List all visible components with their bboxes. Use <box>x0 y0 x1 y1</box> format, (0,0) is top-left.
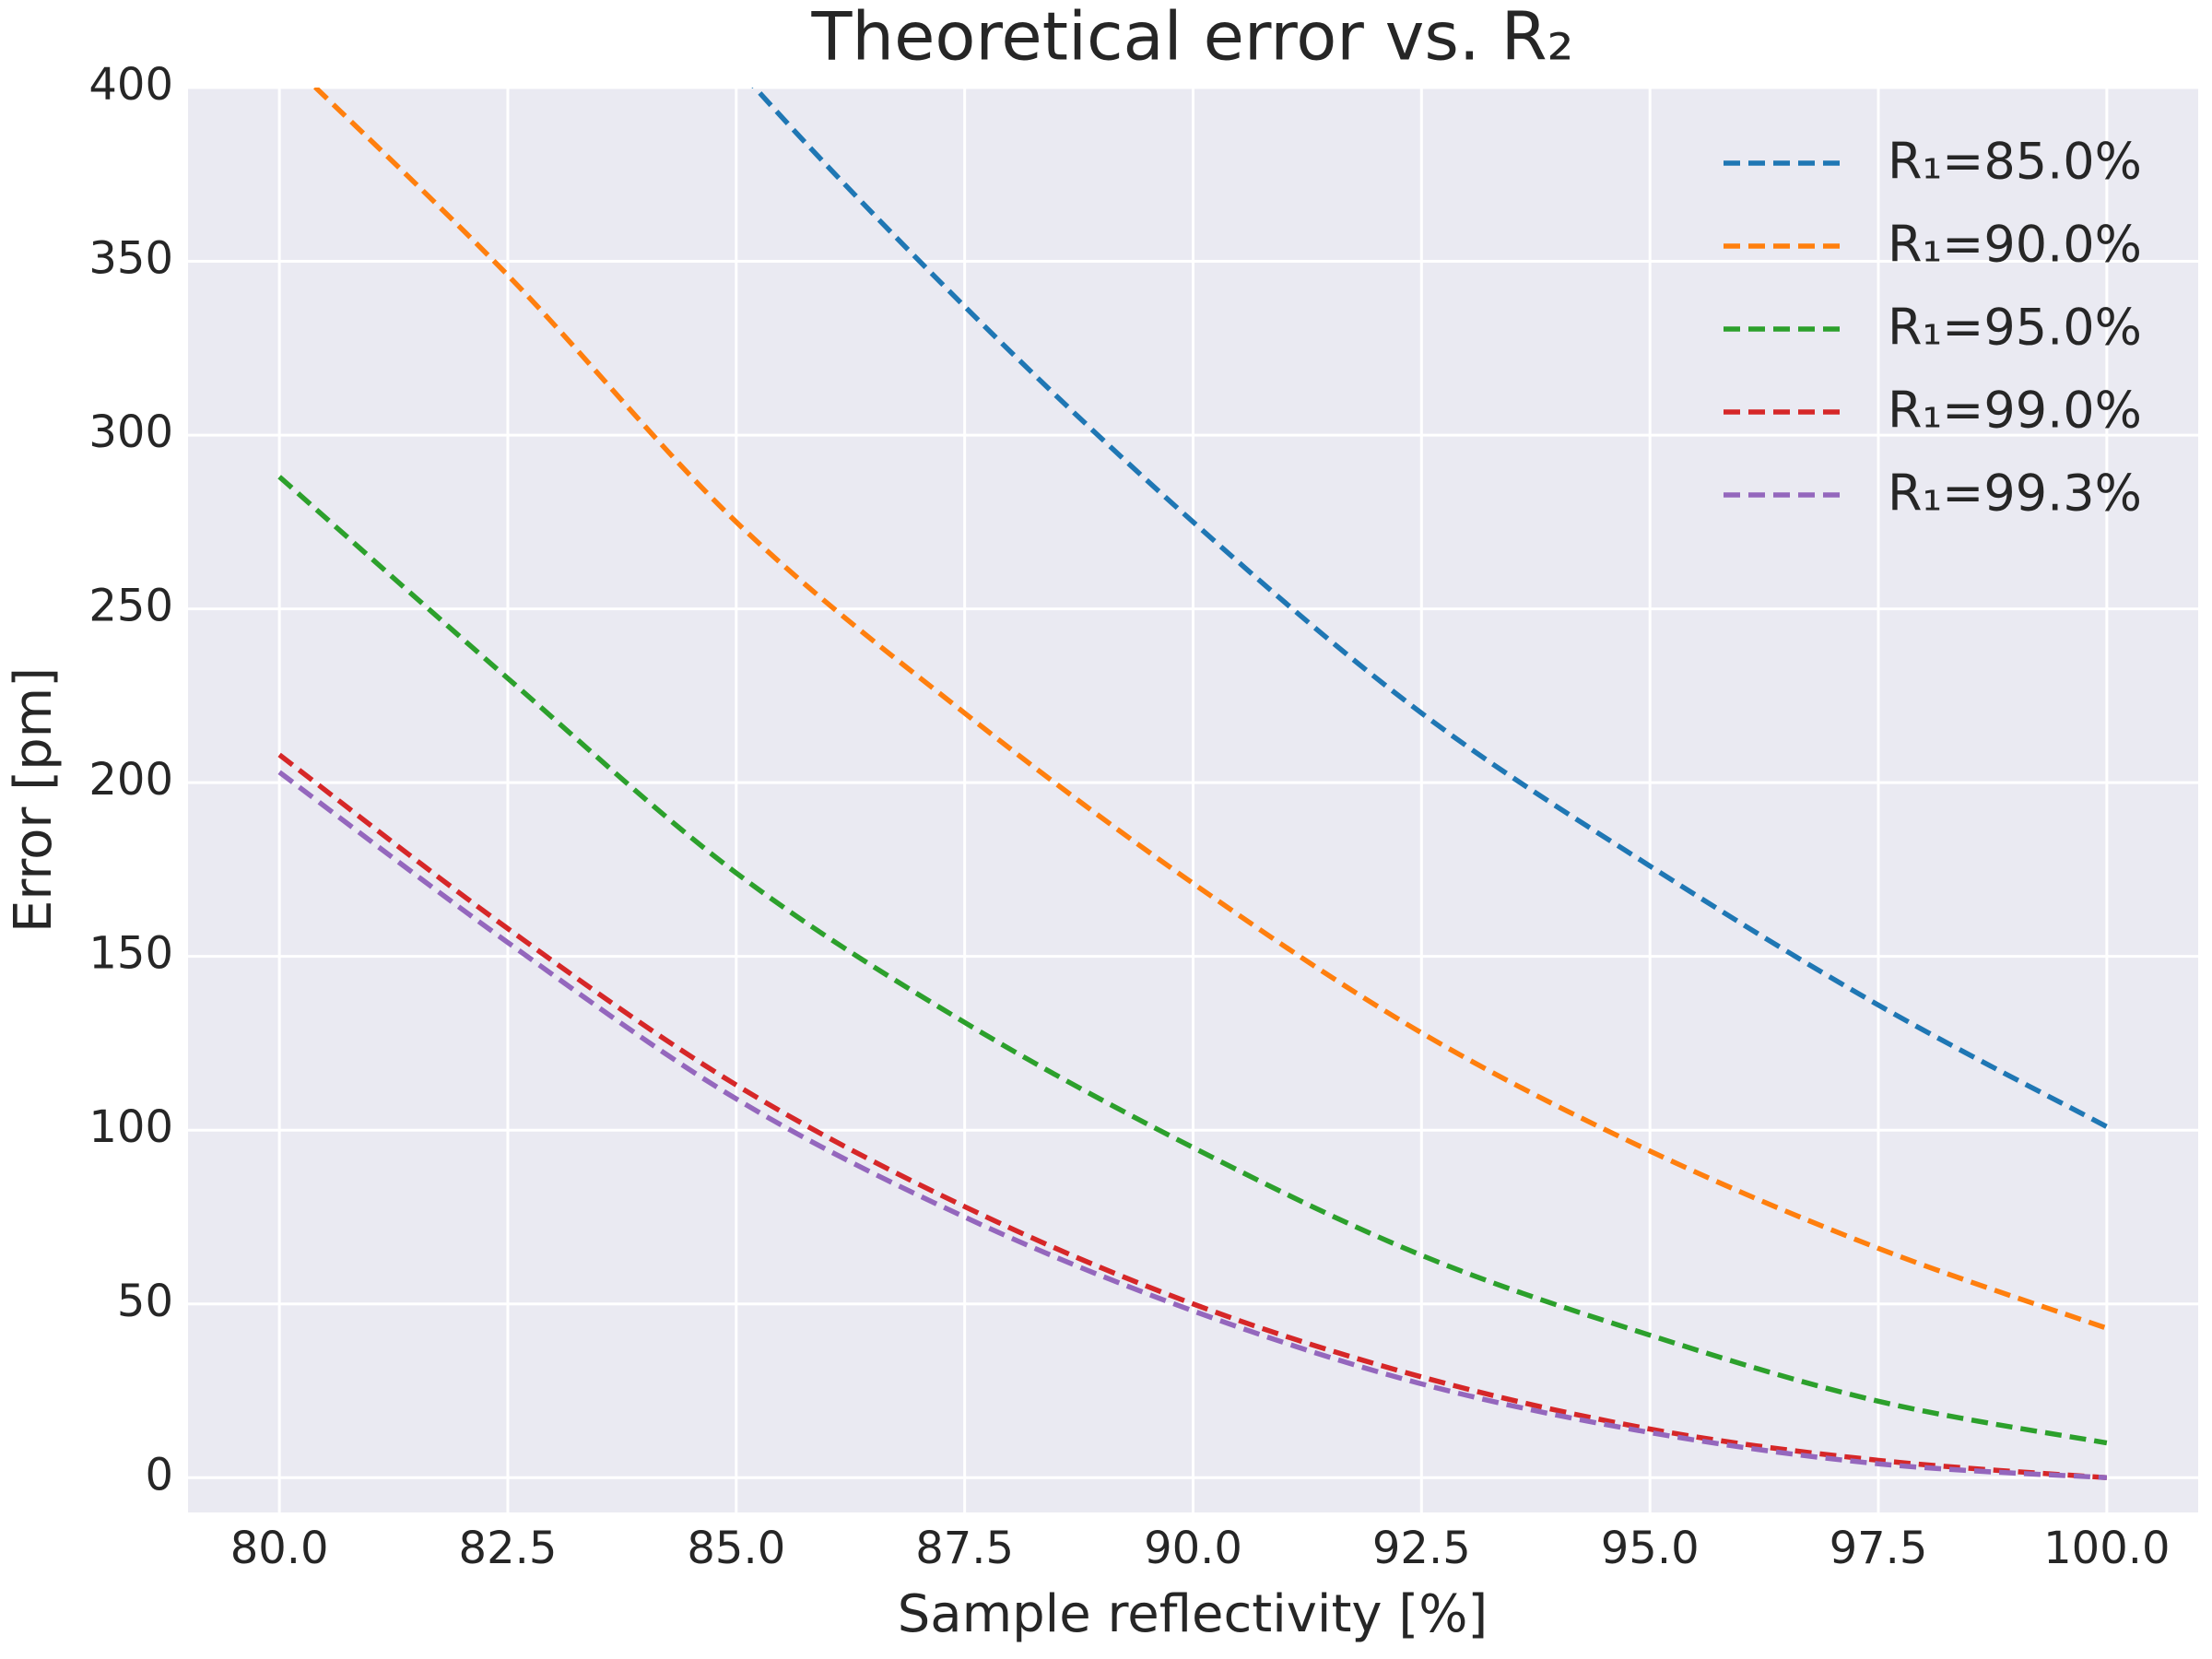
lines <box>277 88 2109 1481</box>
x-tick-label: 92.5 <box>1372 1523 1471 1574</box>
x-axis-label: Sample reflectivity [%] <box>898 1584 1488 1644</box>
series-line <box>312 88 2108 1331</box>
series-line <box>751 88 2109 1129</box>
legend-label: R₁=90.0% <box>1888 216 2142 274</box>
x-tick-label: 85.0 <box>687 1523 785 1574</box>
y-axis-label: Error [pm] <box>4 667 64 933</box>
x-tick-label: 100.0 <box>2043 1523 2170 1574</box>
legend-label: R₁=99.0% <box>1888 382 2142 440</box>
y-tick-label: 250 <box>88 581 173 632</box>
x-tick-label: 87.5 <box>915 1523 1014 1574</box>
y-tick-label: 350 <box>88 233 173 285</box>
series-line <box>277 475 2108 1446</box>
series-line <box>277 752 2108 1481</box>
x-tick-label: 82.5 <box>459 1523 558 1574</box>
x-tick-label: 80.0 <box>230 1523 329 1574</box>
y-tick-label: 150 <box>88 928 173 980</box>
legend-label: R₁=85.0% <box>1888 133 2142 191</box>
x-tick-label: 95.0 <box>1601 1523 1700 1574</box>
y-tick-label: 0 <box>145 1449 173 1500</box>
x-tick-label: 90.0 <box>1144 1523 1242 1574</box>
y-tick-label: 400 <box>88 59 173 111</box>
legend-label: R₁=95.0% <box>1888 299 2142 357</box>
series-line <box>277 770 2108 1481</box>
legend-label: R₁=99.3% <box>1888 465 2142 523</box>
chart-title: Theoretical error vs. R₂ <box>810 0 1573 76</box>
y-tick-label: 100 <box>88 1101 173 1153</box>
x-tick-label: 97.5 <box>1830 1523 1928 1574</box>
y-tick-label: 300 <box>88 406 173 458</box>
y-tick-label: 50 <box>117 1276 173 1327</box>
legend: R₁=85.0% R₁=90.0% R₁=95.0% R₁=99.0% R₁=99.3% <box>1724 133 2142 523</box>
y-tick-label: 200 <box>88 754 173 806</box>
